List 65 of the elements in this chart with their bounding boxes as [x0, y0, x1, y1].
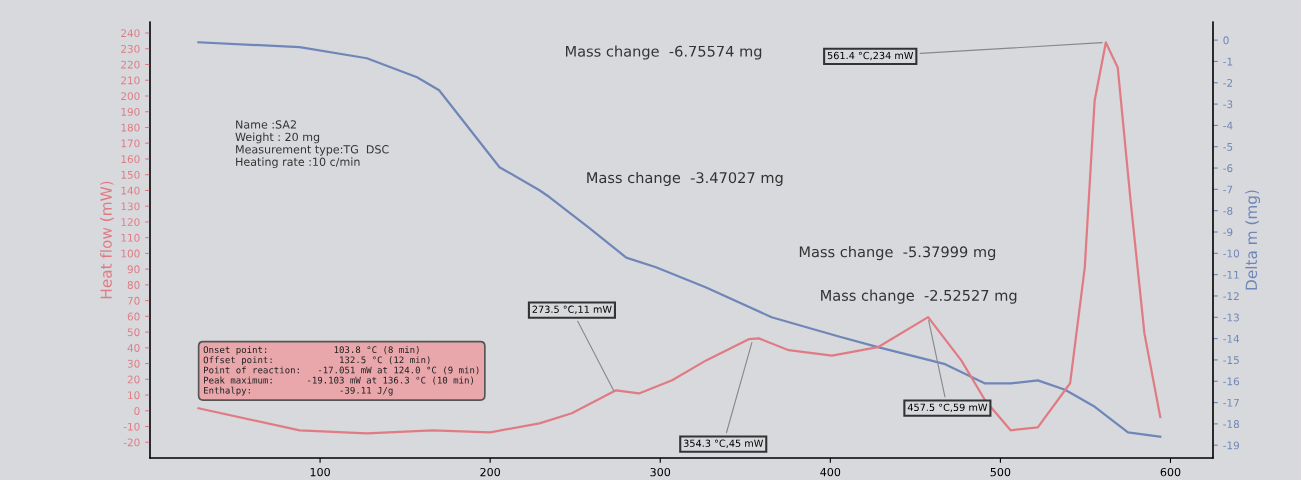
y-tick-label: 80	[127, 281, 140, 289]
x-tick-label: 600	[1160, 467, 1181, 477]
x-tick-label: 500	[990, 467, 1011, 477]
y2-tick-label: -13	[1223, 313, 1239, 322]
y-tick-label: 180	[121, 123, 140, 132]
y2-tick-label: -16	[1223, 377, 1240, 386]
y-tick-label: 210	[121, 76, 140, 85]
y2-axis-title: Delta m (mg)	[1245, 190, 1261, 290]
y-tick-label: 60	[127, 312, 140, 321]
annotation: 561.4 °C,234 mW	[827, 51, 914, 61]
y-tick-label: 160	[121, 155, 140, 164]
annotation: Mass change -3.47027 mg	[587, 171, 783, 187]
y2-tick-label: -10	[1223, 249, 1240, 258]
y-tick-label: 10	[128, 391, 140, 400]
annotation: 354.3 °C,45 mW	[683, 439, 764, 448]
y-axis-title: Heat flow (mW)	[100, 181, 114, 299]
y-tick-label: 90	[127, 265, 140, 274]
y-tick-label: -10	[123, 422, 140, 431]
y2-tick-label: -12	[1223, 292, 1239, 300]
y2-tick-label: -4	[1223, 121, 1233, 130]
x-tick-label: 200	[480, 467, 501, 477]
y2-tick-label: -8	[1223, 206, 1233, 215]
x-tick-label: 100	[310, 467, 330, 477]
y-tick-label: 20	[127, 375, 140, 384]
y2-tick-label: -7	[1223, 185, 1233, 194]
annotation: Mass change -2.52527 mg	[821, 289, 1017, 304]
y-tick-label: 230	[121, 44, 140, 53]
y-tick-label: 30	[127, 359, 140, 368]
y2-tick-label: -11	[1223, 271, 1239, 279]
y-tick-label: 0	[134, 407, 140, 415]
y-tick-label: 130	[121, 202, 140, 211]
y-tick-label: 170	[121, 139, 140, 148]
y-tick-label: 40	[127, 344, 140, 352]
y2-tick-label: -17	[1223, 398, 1239, 407]
annotation: Mass change -5.37999 mg	[799, 246, 996, 261]
y-tick-label: -20	[123, 438, 140, 447]
y2-tick-label: -3	[1223, 100, 1233, 109]
y2-tick-label: -19	[1223, 441, 1239, 450]
y-tick-label: 150	[121, 170, 140, 179]
annotation: Name :SA2 Weight : 20 mg Measurement type:TG DSC Heating rate :10 c/min	[235, 120, 389, 169]
y2-tick-label: -6	[1223, 164, 1233, 173]
y-tick-label: 100	[121, 249, 140, 258]
y-tick-label: 190	[121, 107, 140, 116]
annotation: Mass change -6.75574 mg	[566, 45, 762, 60]
y2-tick-label: -14	[1223, 334, 1240, 343]
y2-tick-label: -5	[1223, 143, 1233, 151]
y-tick-label: 220	[121, 60, 140, 69]
y-tick-label: 120	[121, 218, 140, 226]
y2-tick-label: -15	[1223, 356, 1239, 365]
y2-tick-label: -9	[1223, 228, 1233, 237]
x-tick-label: 300	[650, 467, 671, 477]
y2-tick-label: 0	[1223, 36, 1229, 45]
y2-tick-label: -18	[1223, 420, 1240, 428]
y-tick-label: 140	[121, 186, 140, 195]
annotation: 457.5 °C,59 mW	[907, 403, 988, 412]
y-tick-label: 200	[121, 92, 140, 101]
annotation: Onset point: 103.8 °C (8 min) Offset point: 132.5 °C (12 min) Point of reaction: -17.051 mW at 124.0 °C (9 min) Peak maximum: -19.103 mW at 136.3 °C (10 min) Enthalpy: -39.11 J/g	[203, 346, 479, 396]
annotation: 273.5 °C,11 mW	[532, 305, 612, 314]
y-tick-label: 50	[127, 328, 140, 337]
x-tick-label: 400	[820, 467, 841, 477]
y2-tick-label: -1	[1223, 57, 1233, 66]
y2-tick-label: -2	[1223, 78, 1233, 87]
y-tick-label: 70	[127, 296, 140, 305]
y-tick-label: 240	[121, 29, 140, 38]
y-tick-label: 110	[121, 233, 140, 242]
